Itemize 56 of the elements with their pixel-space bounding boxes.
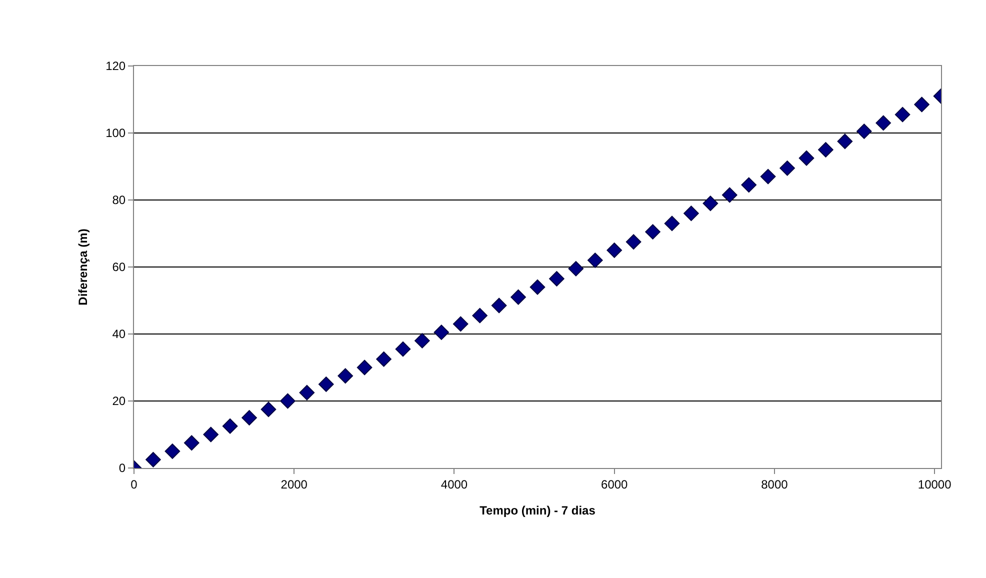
point [722, 187, 738, 203]
point [702, 196, 718, 211]
point [472, 308, 488, 324]
point [434, 324, 450, 340]
point [203, 426, 219, 442]
y-tick-label: 80 [112, 193, 126, 208]
point [587, 252, 603, 268]
y-tick-label: 120 [106, 59, 126, 74]
y-tick-label: 0 [118, 461, 126, 476]
y-tick-label: 60 [112, 260, 126, 274]
point [664, 216, 680, 232]
point [222, 418, 238, 434]
point [164, 444, 180, 459]
point [184, 435, 200, 451]
point [318, 376, 334, 392]
point [280, 393, 296, 409]
x-tick-label: 10000 [918, 477, 952, 492]
x-tick-label: 6000 [601, 477, 628, 492]
point [837, 134, 853, 150]
point [395, 341, 411, 357]
point [491, 298, 507, 314]
point [645, 224, 660, 240]
point [299, 384, 315, 400]
x-tick-label: 2000 [280, 477, 308, 492]
y-tick-label: 20 [112, 394, 126, 408]
point [818, 142, 834, 158]
y-tick-label: 100 [106, 126, 126, 140]
point [356, 360, 372, 376]
point [798, 150, 814, 166]
point [606, 242, 622, 258]
point [414, 333, 430, 348]
point [894, 106, 910, 122]
x-tick-label: 4000 [440, 477, 468, 492]
point [760, 168, 776, 184]
point [914, 96, 930, 112]
point [741, 177, 757, 193]
point [856, 124, 872, 139]
y-axis-title: Diferença (m) [76, 228, 90, 306]
point [376, 351, 392, 367]
point [260, 402, 276, 418]
point [146, 452, 161, 468]
x-axis-title: Tempo (min) - 7 dias [480, 503, 596, 518]
point [626, 234, 642, 250]
point [780, 160, 795, 176]
y-tick-label: 40 [112, 327, 126, 342]
point [568, 261, 584, 276]
point [549, 271, 564, 286]
x-tick-label: 8000 [761, 477, 788, 492]
point [510, 290, 526, 305]
point [530, 279, 546, 295]
point [452, 316, 468, 332]
point [876, 115, 892, 131]
x-tick-label: 0 [130, 477, 138, 492]
point [242, 410, 257, 426]
point [338, 368, 354, 384]
point [684, 206, 699, 222]
